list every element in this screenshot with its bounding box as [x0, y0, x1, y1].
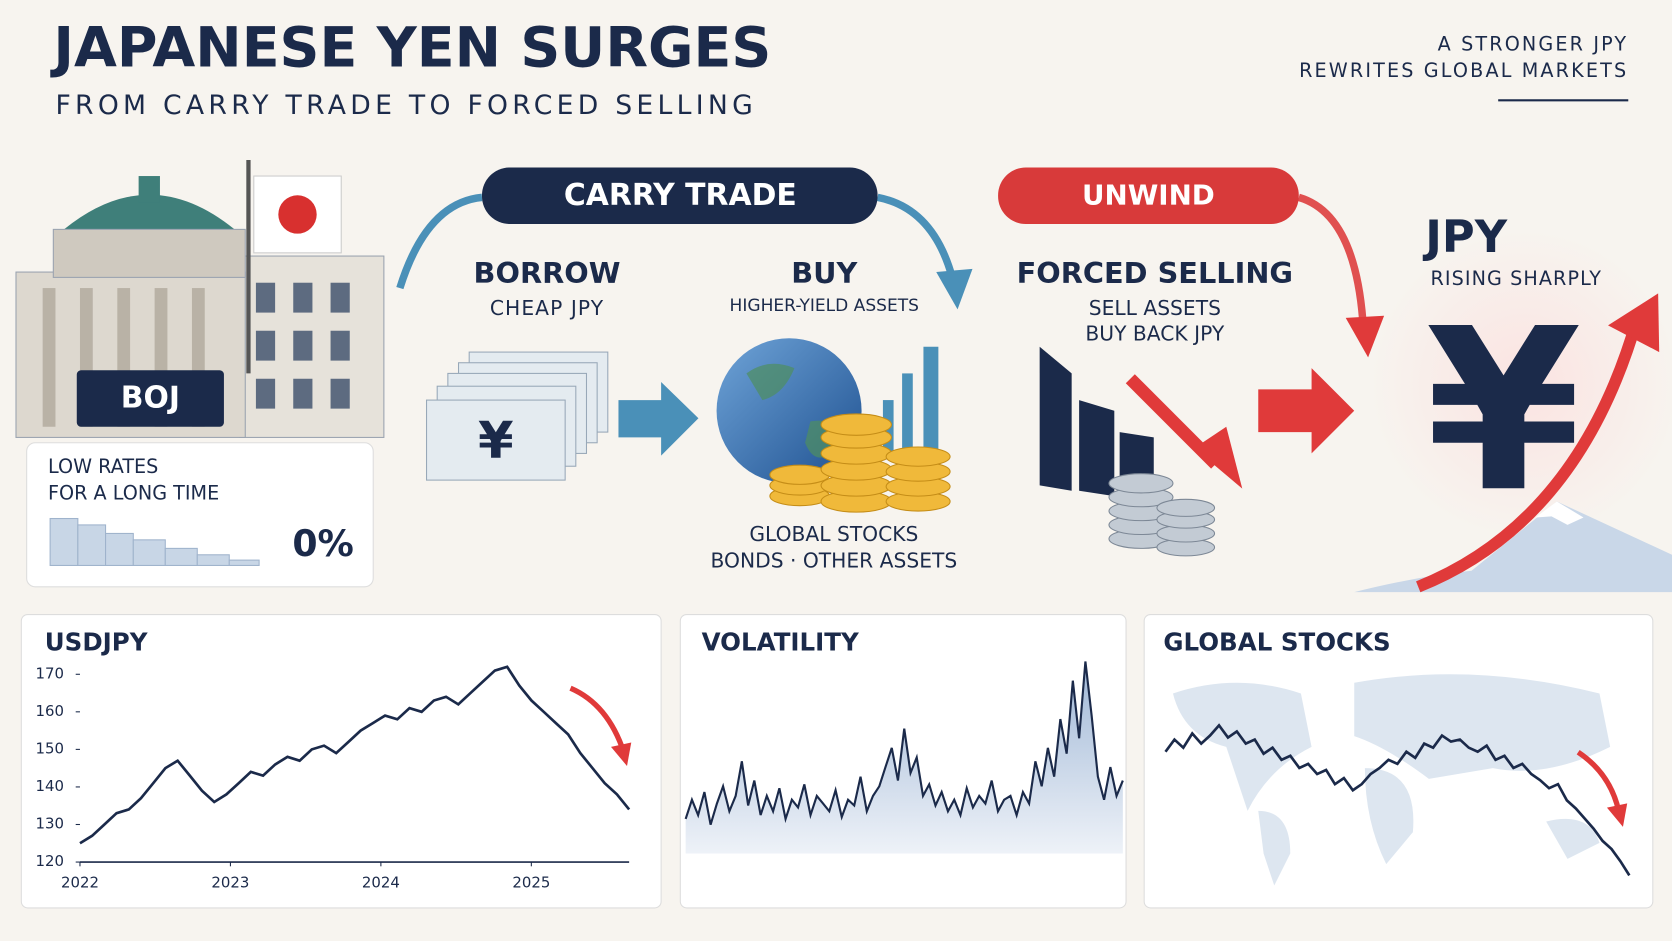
boj-label: BOJ: [121, 381, 180, 416]
x-tick-label: 2023: [211, 873, 249, 891]
chart-title: VOLATILITY: [702, 627, 859, 656]
y-tick-label: 170: [36, 664, 64, 682]
tagline: A STRONGER JPY: [1438, 32, 1629, 55]
step-note: CHEAP JPY: [490, 296, 604, 320]
rate-value: 0%: [292, 522, 354, 565]
step-note: HIGHER-YIELD ASSETS: [730, 296, 919, 316]
chart-title: GLOBAL STOCKS: [1163, 627, 1390, 656]
assets-note: GLOBAL STOCKS: [749, 522, 918, 546]
arrow-head: [611, 742, 632, 767]
rising-arrow: [1416, 318, 1643, 593]
flow-arrow: [1297, 193, 1367, 321]
x-tick-label: 2022: [61, 873, 99, 891]
arrow-head: [1345, 315, 1385, 358]
rate-bars: [49, 517, 260, 566]
arrow-head: [1608, 293, 1660, 353]
mountain-snow: [1535, 501, 1584, 525]
flow-arrow: [396, 193, 483, 290]
line: [1164, 723, 1631, 877]
unwind-pill: [998, 167, 1299, 225]
rates-note: LOW RATES: [48, 455, 158, 478]
jpy-title: JPY: [1422, 210, 1507, 263]
y-tick-label: 130: [36, 814, 64, 832]
carry-trade-pill: [481, 167, 878, 225]
y-tick-label: 120: [36, 852, 64, 870]
falling-bars: [1039, 346, 1154, 497]
title: JAPANESE YEN SURGES: [49, 16, 771, 80]
coins: [769, 413, 951, 513]
glow: [1370, 229, 1672, 539]
silver-coins: [1108, 473, 1216, 557]
chart-panel: [20, 613, 662, 909]
y-tick-label: 140: [36, 777, 64, 795]
jpy-note: RISING SHARPLY: [1431, 267, 1603, 290]
carry-trade-label: CARRY TRADE: [564, 178, 797, 213]
flow-arrow: [876, 193, 956, 279]
arrow-head: [936, 268, 973, 310]
step-note: BUY BACK JPY: [1085, 322, 1224, 346]
line: [684, 661, 1124, 826]
x-tick-label: 2025: [512, 873, 550, 891]
assets-note: BONDS · OTHER ASSETS: [711, 549, 958, 573]
trend-arrow: [569, 685, 627, 754]
boj-label-box: [76, 370, 224, 427]
line: [79, 665, 631, 845]
step-note: SELL ASSETS: [1089, 296, 1221, 320]
chart-title: USDJPY: [45, 627, 148, 656]
step-title: FORCED SELLING: [1017, 256, 1293, 290]
arrow-head: [1606, 803, 1628, 827]
globe-land: [746, 363, 838, 458]
step-title: BUY: [791, 256, 858, 290]
yen-symbol: ¥: [478, 411, 514, 471]
y-tick-label: 160: [36, 702, 64, 720]
mountain: [1354, 501, 1672, 593]
x-tick-label: 2024: [362, 873, 400, 891]
yen-symbol: ¥: [1426, 280, 1582, 541]
tagline: REWRITES GLOBAL MARKETS: [1299, 59, 1628, 82]
trend-arrow: [1576, 749, 1622, 812]
step-title: BORROW: [474, 256, 621, 290]
subtitle: FROM CARRY TRADE TO FORCED SELLING: [55, 90, 757, 121]
flow-arrow: [618, 381, 699, 456]
y-tick-label: 150: [36, 739, 64, 757]
unwind-label: UNWIND: [1082, 178, 1215, 211]
cash-stack: [425, 351, 609, 481]
rates-note: FOR A LONG TIME: [48, 481, 219, 504]
